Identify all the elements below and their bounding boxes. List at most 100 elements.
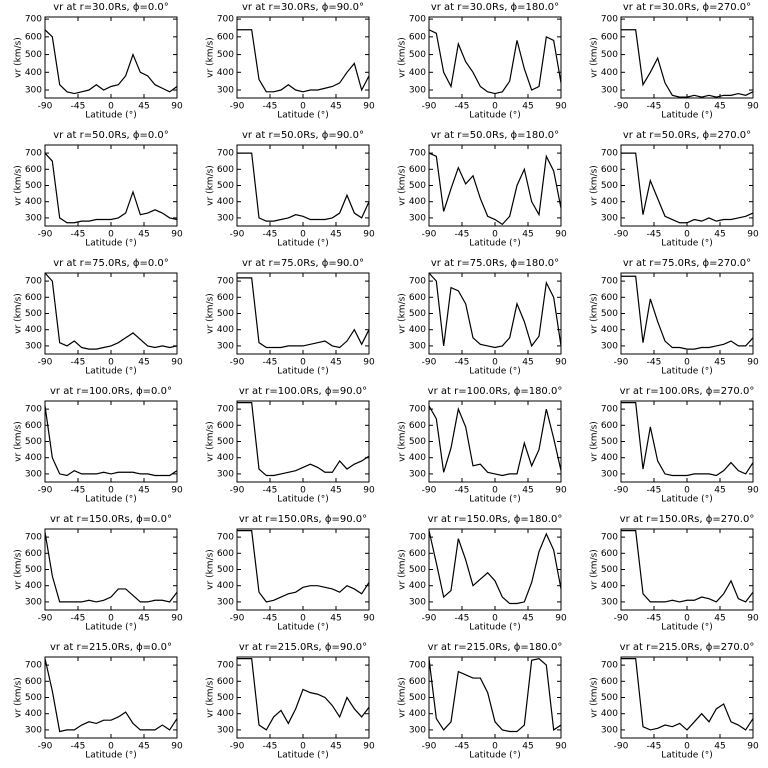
x-tick-label: 0 (492, 614, 498, 624)
x-tick-label: 45 (138, 486, 149, 496)
x-tick-label: -45 (263, 486, 278, 496)
panel: vr at r=215.0Rs, ϕ=180.0° -90 -45 0 45 90 300 4… (398, 642, 567, 761)
x-tick-label: -90 (230, 614, 245, 624)
y-tick-label: 700 (601, 149, 618, 159)
x-tick-label: 45 (522, 742, 533, 752)
line-series (428, 29, 562, 95)
line-series (237, 152, 370, 222)
y-tick-label: 300 (25, 341, 42, 351)
panel: vr at r=30.0Rs, ϕ=180.0° -90 -45 0 45 90 300 40… (398, 2, 567, 121)
panel-title: vr at r=75.0Rs, ϕ=90.0° (242, 258, 364, 269)
y-tick-label: 700 (601, 277, 618, 287)
y-tick-label: 600 (601, 549, 618, 559)
x-tick-label: 0 (492, 742, 498, 752)
y-axis-label: vr (km/s) (206, 421, 216, 462)
y-tick-label: 700 (601, 405, 618, 415)
x-tick-label: 90 (363, 230, 375, 240)
y-tick-label: 500 (217, 309, 234, 319)
y-tick-label: 500 (217, 693, 234, 703)
x-tick-label: 90 (171, 230, 183, 240)
x-tick-label: 90 (363, 486, 375, 496)
y-tick-label: 300 (601, 725, 618, 735)
panel-title: vr at r=215.0Rs, ϕ=0.0° (50, 642, 172, 653)
plot-frame (428, 272, 562, 355)
x-tick-label: 90 (555, 614, 567, 624)
x-tick-label: 0 (684, 230, 690, 240)
y-tick-label: 600 (409, 293, 426, 303)
y-tick-label: 600 (25, 677, 42, 687)
x-axis-label: Latitude (°) (277, 751, 328, 761)
plot-frame (428, 400, 562, 483)
y-axis-label: vr (km/s) (590, 421, 600, 462)
x-tick-label: 0 (300, 742, 306, 752)
line-series (428, 657, 562, 733)
y-tick-label: 500 (217, 565, 234, 575)
x-tick-label: -90 (38, 614, 53, 624)
y-tick-label: 400 (25, 325, 42, 335)
y-tick-label: 400 (25, 453, 42, 463)
panel: vr at r=75.0Rs, ϕ=0.0° -90 -45 0 45 90 300 400 5… (14, 258, 183, 377)
x-axis-label: Latitude (°) (85, 751, 136, 761)
y-tick-label: 600 (409, 165, 426, 175)
y-tick-label: 400 (601, 581, 618, 591)
y-tick-label: 400 (601, 68, 618, 78)
x-tick-label: -90 (422, 486, 437, 496)
y-tick-label: 500 (217, 50, 234, 60)
panel: vr at r=150.0Rs, ϕ=0.0° -90 -45 0 45 90 300 400… (14, 514, 183, 633)
x-tick-label: 90 (363, 742, 375, 752)
y-tick-label: 400 (601, 453, 618, 463)
y-tick-label: 300 (601, 597, 618, 607)
x-tick-label: 0 (684, 486, 690, 496)
y-tick-label: 700 (601, 661, 618, 671)
y-tick-label: 600 (601, 677, 618, 687)
panel: vr at r=100.0Rs, ϕ=0.0° -90 -45 0 45 90 300 400… (14, 386, 183, 505)
y-tick-label: 400 (25, 709, 42, 719)
y-tick-label: 600 (409, 677, 426, 687)
x-tick-label: 90 (747, 614, 759, 624)
y-axis-label: vr (km/s) (398, 549, 408, 590)
panel: vr at r=50.0Rs, ϕ=180.0° -90 -45 0 45 90 300 40… (398, 130, 567, 249)
x-tick-label: 45 (522, 230, 533, 240)
x-tick-label: -90 (422, 742, 437, 752)
y-tick-label: 500 (217, 181, 234, 191)
y-tick-label: 300 (409, 725, 426, 735)
y-axis-label: vr (km/s) (590, 165, 600, 206)
x-axis-label: Latitude (°) (661, 495, 712, 505)
x-tick-label: -45 (647, 102, 662, 112)
y-axis-label: vr (km/s) (398, 677, 408, 718)
x-tick-label: 45 (330, 230, 341, 240)
y-tick-label: 500 (217, 437, 234, 447)
y-tick-label: 500 (601, 565, 618, 575)
x-tick-label: -45 (71, 614, 86, 624)
x-axis-label: Latitude (°) (277, 111, 328, 121)
panel-title: vr at r=100.0Rs, ϕ=180.0° (428, 386, 563, 397)
y-tick-label: 300 (601, 86, 618, 96)
x-tick-label: -90 (230, 230, 245, 240)
panel: vr at r=100.0Rs, ϕ=180.0° -90 -45 0 45 90 300 4… (398, 386, 567, 505)
plot-frame (236, 272, 370, 355)
line-series (44, 29, 178, 95)
y-tick-label: 400 (409, 709, 426, 719)
y-axis-label: vr (km/s) (14, 293, 24, 334)
x-tick-label: -45 (455, 230, 470, 240)
y-axis-label: vr (km/s) (206, 165, 216, 206)
x-tick-label: -90 (38, 742, 53, 752)
panel: vr at r=75.0Rs, ϕ=180.0° -90 -45 0 45 90 300 40… (398, 258, 567, 377)
line-series (621, 275, 754, 350)
x-tick-label: -45 (71, 358, 86, 368)
line-series (237, 658, 370, 731)
y-tick-label: 700 (25, 533, 42, 543)
plot-frame (236, 656, 370, 739)
y-tick-label: 700 (409, 277, 426, 287)
plot-frame (620, 16, 754, 99)
y-tick-label: 400 (409, 68, 426, 78)
y-tick-label: 600 (217, 421, 234, 431)
x-tick-label: 45 (522, 614, 533, 624)
y-axis-label: vr (km/s) (398, 37, 408, 78)
y-tick-label: 600 (409, 421, 426, 431)
x-tick-label: -45 (263, 742, 278, 752)
y-axis-label: vr (km/s) (590, 37, 600, 78)
x-tick-label: 0 (492, 358, 498, 368)
panel: vr at r=215.0Rs, ϕ=270.0° -90 -45 0 45 90 300 4… (590, 642, 759, 761)
y-tick-label: 700 (217, 15, 234, 25)
